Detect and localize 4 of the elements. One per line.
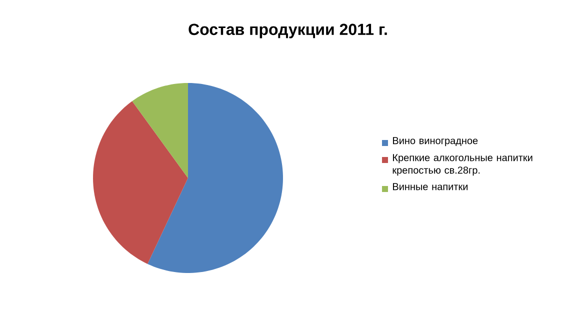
legend-label: Вино виноградное — [393, 137, 478, 146]
legend-label: Крепкие алкогольные напитки крепостью св.28гр. — [392, 154, 532, 176]
legend-label: Винные напитки — [393, 183, 468, 190]
chart-title: Состав продукции 2011 г. — [188, 24, 387, 38]
